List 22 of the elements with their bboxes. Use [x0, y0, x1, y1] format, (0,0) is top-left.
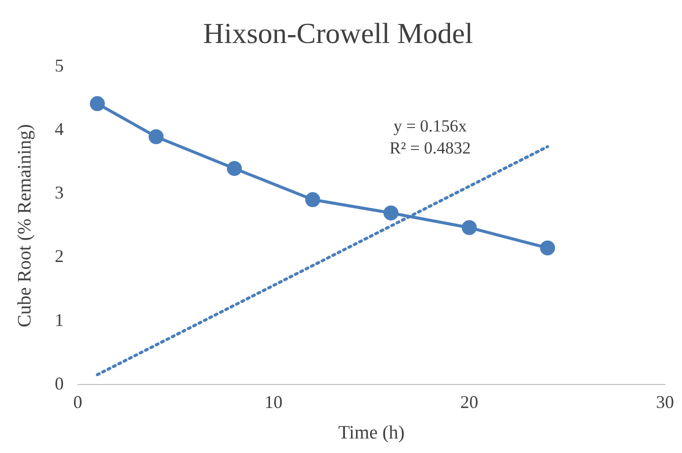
point [148, 129, 164, 144]
point [462, 220, 477, 236]
y-tick-label: 3 [54, 182, 64, 203]
chart-title: Hixson-Crowell Model [203, 18, 473, 50]
y-tick-label: 2 [54, 246, 64, 266]
x-axis-title: Time (h) [338, 422, 405, 444]
annotation: R² = 0.4832 [389, 138, 471, 158]
x-tick-label: 20 [460, 392, 478, 412]
y-tick-label: 5 [54, 56, 64, 76]
y-tick-label: 4 [54, 119, 64, 140]
x-tick-label: 30 [656, 392, 674, 412]
y-tick-label: 1 [54, 310, 64, 330]
point [90, 96, 105, 112]
y-tick-label: 0 [54, 373, 64, 394]
annotation: y = 0.156x [393, 116, 468, 136]
y-axis-title: Cube Root (% Remaining) [14, 124, 36, 328]
point [540, 240, 556, 256]
point [383, 205, 398, 220]
x-tick-label: 10 [264, 392, 283, 412]
point [226, 160, 242, 176]
point [305, 192, 320, 208]
x-tick-label: 0 [73, 392, 82, 412]
